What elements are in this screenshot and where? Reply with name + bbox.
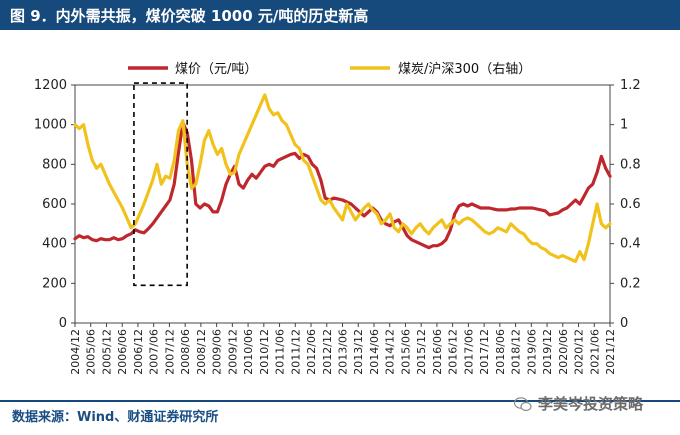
right-y-tick-label: 1.2: [620, 78, 641, 93]
right-y-tick-label: 0.6: [620, 197, 641, 212]
x-tick-label: 2015/06: [399, 329, 412, 375]
x-tick-label: 2018/12: [510, 329, 523, 375]
x-tick-label: 2006/06: [116, 329, 129, 375]
left-y-tick-label: 600: [42, 197, 67, 212]
x-tick-label: 2019/12: [541, 329, 554, 375]
x-tick-label: 2012/06: [305, 329, 318, 375]
right-y-tick-label: 0: [620, 316, 628, 331]
left-y-tick-label: 400: [42, 237, 67, 252]
left-y-tick-label: 200: [42, 276, 67, 291]
x-tick-label: 2009/12: [226, 329, 239, 375]
x-tick-label: 2016/06: [431, 329, 444, 375]
x-tick-label: 2013/12: [352, 329, 365, 375]
watermark: 李美岑投资策略: [538, 395, 644, 413]
figure-title: 图 9．内外需共振，煤价突破 1000 元/吨的历史新高: [10, 7, 369, 25]
x-tick-label: 2014/06: [368, 329, 381, 375]
x-tick-label: 2005/12: [100, 329, 113, 375]
right-y-tick-label: 1: [620, 118, 628, 133]
x-tick-label: 2004/12: [69, 329, 82, 375]
x-tick-label: 2020/12: [573, 329, 586, 375]
x-tick-label: 2021/06: [588, 329, 601, 375]
coal-price-series: [73, 121, 612, 250]
figure-header: 图 9．内外需共振，煤价突破 1000 元/吨的历史新高: [0, 0, 680, 30]
data-source: 数据来源：Wind、财通证券研究所: [12, 410, 219, 425]
x-tick-label: 2011/12: [289, 329, 302, 375]
footer-divider: [0, 400, 680, 402]
x-tick-label: 2020/06: [557, 329, 570, 375]
right-y-tick-label: 0.4: [620, 237, 641, 252]
x-tick-label: 2014/12: [384, 329, 397, 375]
x-tick-label: 2005/06: [85, 329, 98, 375]
x-tick-label: 2009/06: [211, 329, 224, 375]
plot-frame: [74, 84, 611, 324]
x-tick-label: 2010/12: [258, 329, 271, 375]
highlight-box: [133, 82, 188, 287]
legend-coal-label: 煤价（元/吨）: [175, 62, 257, 77]
wechat-icon: [514, 397, 532, 412]
x-tick-label: 2018/06: [494, 329, 507, 375]
x-tick-label: 2015/12: [415, 329, 428, 375]
left-y-tick-label: 1000: [34, 118, 67, 133]
left-y-tick-label: 1200: [34, 78, 67, 93]
x-tick-label: 2012/12: [321, 329, 334, 375]
right-y-tick-label: 0.8: [620, 157, 641, 172]
x-tick-label: 2017/12: [478, 329, 491, 375]
dual-axis-line-chart: 0 200 400 600 800 1000 1200 0 0.2 0.4 0.6 0.8 1 1.2 20…: [34, 61, 641, 375]
x-tick-label: 2019/06: [525, 329, 538, 375]
legend-ratio-label: 煤炭/沪深300（右轴）: [398, 61, 531, 77]
left-y-tick-label: 0: [59, 316, 67, 331]
x-tick-label: 2017/06: [462, 329, 475, 375]
x-tick-label: 2007/06: [148, 329, 161, 375]
left-y-tick-label: 800: [42, 157, 67, 172]
x-tick-label: 2008/06: [179, 329, 192, 375]
right-y-tick-label: 0.2: [620, 276, 641, 291]
x-tick-label: 2011/06: [274, 329, 287, 375]
x-tick-label: 2010/06: [242, 329, 255, 375]
x-tick-label: 2008/12: [195, 329, 208, 375]
x-tick-label: 2007/12: [163, 329, 176, 375]
x-tick-label: 2016/12: [447, 329, 460, 375]
x-tick-label: 2021/12: [604, 329, 617, 375]
x-tick-label: 2013/06: [337, 329, 350, 375]
coal-hs300-ratio-series: [73, 93, 612, 264]
x-tick-label: 2006/12: [132, 329, 145, 375]
